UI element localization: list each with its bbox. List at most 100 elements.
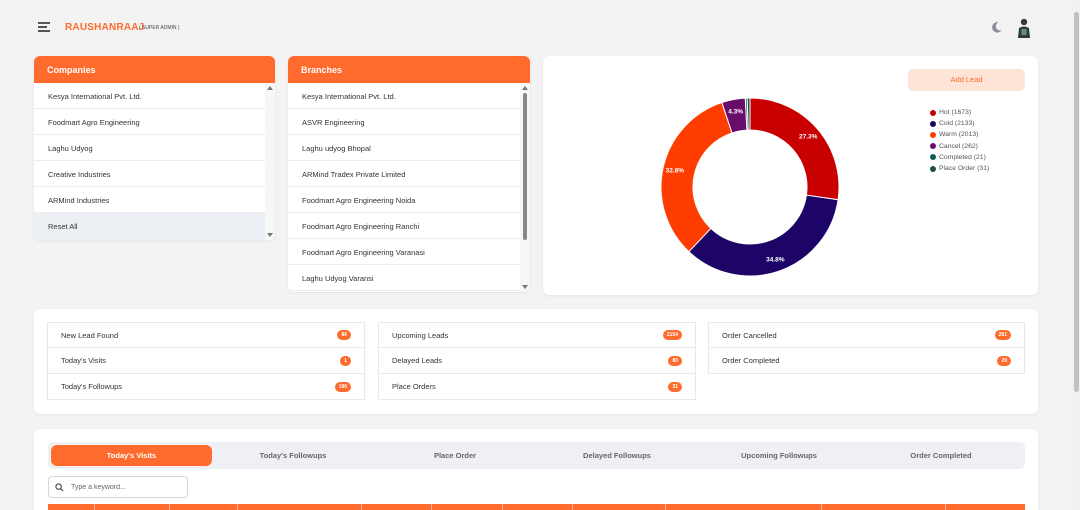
tab-bar: Today's Visits Today's Followups Place O…: [48, 442, 1025, 469]
branch-item[interactable]: Kesya International Pvt. Ltd.: [288, 83, 520, 109]
count-badge: 261: [994, 330, 1011, 340]
stat-place-orders[interactable]: Place Orders 31: [378, 374, 696, 400]
legend-swatch: [930, 120, 936, 127]
count-badge: 31: [668, 381, 682, 392]
stat-label: Order Completed: [722, 356, 780, 365]
legend-swatch: [930, 165, 936, 172]
followups-panel: Today's Visits Today's Followups Place O…: [34, 429, 1038, 510]
legend-label: Place Order (31): [939, 165, 990, 173]
stats-column: New Lead Found 86 Today's Visits 1 Today…: [47, 322, 365, 400]
company-item[interactable]: Kesya International Pvt. Ltd.: [34, 83, 265, 109]
search-icon: [55, 483, 64, 492]
legend-label: Completed (21): [939, 153, 986, 161]
tab-todays-followups[interactable]: Today's Followups: [259, 451, 327, 460]
count-badge: 1: [340, 355, 351, 366]
tab-todays-visits[interactable]: Today's Visits: [51, 445, 212, 466]
company-item[interactable]: Creative Industries: [34, 161, 265, 187]
legend-swatch: [930, 154, 936, 161]
companies-title: Companies: [34, 56, 275, 83]
legend-item[interactable]: Place Order (31): [930, 163, 989, 174]
stat-label: Upcoming Leads: [392, 330, 449, 340]
branch-item[interactable]: Laghu Udyog Varansi: [288, 265, 520, 291]
tab-order-completed[interactable]: Order Completed: [910, 451, 972, 460]
stat-todays-visits[interactable]: Today's Visits 1: [47, 348, 365, 374]
legend-label: Cold (2133): [939, 120, 975, 128]
column-divider: [572, 504, 573, 510]
top-bar: RAUSHANRAAJ ( SUPER ADMIN ): [0, 0, 1072, 56]
reset-all-button[interactable]: Reset All: [34, 213, 265, 240]
branch-item[interactable]: ARMind Tradex Private Limited: [288, 161, 520, 187]
branches-panel: Branches Kesya International Pvt. Ltd. A…: [288, 56, 530, 292]
companies-panel: Companies Kesya International Pvt. Ltd. …: [34, 56, 275, 240]
branch-item[interactable]: Laghu udyog Bhopal: [288, 135, 520, 161]
tab-place-order[interactable]: Place Order: [433, 451, 477, 460]
legend-label: Warm (2013): [939, 131, 979, 139]
donut-slice-place-order[interactable]: [746, 97, 751, 131]
column-divider: [665, 504, 666, 510]
stat-upcoming-leads[interactable]: Upcoming Leads 2154: [378, 322, 696, 348]
donut-slice-cold[interactable]: [688, 194, 839, 277]
count-badge: 80: [668, 355, 682, 366]
scroll-down-icon[interactable]: [267, 233, 273, 237]
column-divider: [94, 504, 95, 510]
user-role: ( SUPER ADMIN ): [139, 25, 180, 31]
companies-scrollbar[interactable]: [265, 83, 275, 240]
column-divider: [945, 504, 946, 510]
stats-panel: New Lead Found 86 Today's Visits 1 Today…: [34, 309, 1038, 414]
stat-label: Order Cancelled: [722, 330, 777, 340]
tab-delayed-followups[interactable]: Delayed Followups: [583, 451, 651, 460]
count-badge: 20: [997, 355, 1011, 366]
legend-item[interactable]: Hot (1673): [930, 107, 989, 118]
stat-new-lead-found[interactable]: New Lead Found 86: [47, 322, 365, 348]
stat-delayed-leads[interactable]: Delayed Leads 80: [378, 348, 696, 374]
branches-title: Branches: [288, 56, 530, 83]
legend-item[interactable]: Cancel (262): [930, 141, 989, 152]
search-input[interactable]: [71, 481, 181, 494]
stat-todays-followups[interactable]: Today's Followups 190: [47, 374, 365, 400]
avatar[interactable]: [1016, 17, 1032, 39]
column-divider: [502, 504, 503, 510]
legend-item[interactable]: Completed (21): [930, 152, 989, 163]
add-lead-button[interactable]: Add Lead: [908, 69, 1025, 91]
stat-order-completed[interactable]: Order Completed 20: [708, 348, 1025, 374]
count-badge: 2154: [662, 330, 682, 340]
legend-label: Cancel (262): [939, 142, 978, 150]
moon-icon[interactable]: [990, 21, 1003, 34]
stat-label: New Lead Found: [61, 330, 119, 340]
company-item[interactable]: Foodmart Agro Engineering: [34, 109, 265, 135]
legend-item[interactable]: Cold (2133): [930, 118, 989, 129]
stat-label: Today's Visits: [61, 356, 107, 365]
stat-label: Place Orders: [392, 382, 436, 391]
leads-chart-panel: 27.3% 34.8% 32.8% 4.3% Add Lead Hot (1673) C…: [543, 56, 1038, 295]
branch-item[interactable]: Foodmart Agro Engineering Varanasi: [288, 239, 520, 265]
stat-order-cancelled[interactable]: Order Cancelled 261: [708, 322, 1025, 348]
legend-swatch: [930, 143, 936, 150]
donut-slice-warm[interactable]: [660, 101, 733, 253]
column-divider: [361, 504, 362, 510]
company-item[interactable]: ARMind Industries: [34, 187, 265, 213]
branches-scroll-thumb[interactable]: [523, 93, 527, 240]
table-header: [48, 504, 1025, 510]
page-scrollbar-thumb[interactable]: [1074, 12, 1079, 392]
legend-swatch: [930, 109, 936, 116]
stats-column: Order Cancelled 261 Order Completed 20: [708, 322, 1025, 374]
company-item[interactable]: Laghu Udyog: [34, 135, 265, 161]
column-divider: [237, 504, 238, 510]
slice-percent-label: 34.8%: [766, 257, 785, 264]
legend-item[interactable]: Warm (2013): [930, 129, 989, 140]
scroll-up-icon[interactable]: [522, 86, 528, 90]
tab-upcoming-followups[interactable]: Upcoming Followups: [741, 451, 817, 460]
branch-item[interactable]: Foodmart Agro Engineering Ranchi: [288, 213, 520, 239]
branch-item[interactable]: ASVR Engineering: [288, 109, 520, 135]
menu-icon[interactable]: [38, 22, 50, 32]
stat-label: Delayed Leads: [392, 356, 443, 365]
column-divider: [821, 504, 822, 510]
branch-item[interactable]: Foodmart Agro Engineering Noida: [288, 187, 520, 213]
column-divider: [169, 504, 170, 510]
branches-scrollbar[interactable]: [520, 83, 530, 292]
scroll-up-icon[interactable]: [267, 86, 273, 90]
brand-name: RAUSHANRAAJ: [65, 22, 145, 33]
scroll-down-icon[interactable]: [522, 285, 528, 289]
count-badge: 190: [334, 381, 351, 392]
donut-slice-hot[interactable]: [749, 97, 840, 201]
